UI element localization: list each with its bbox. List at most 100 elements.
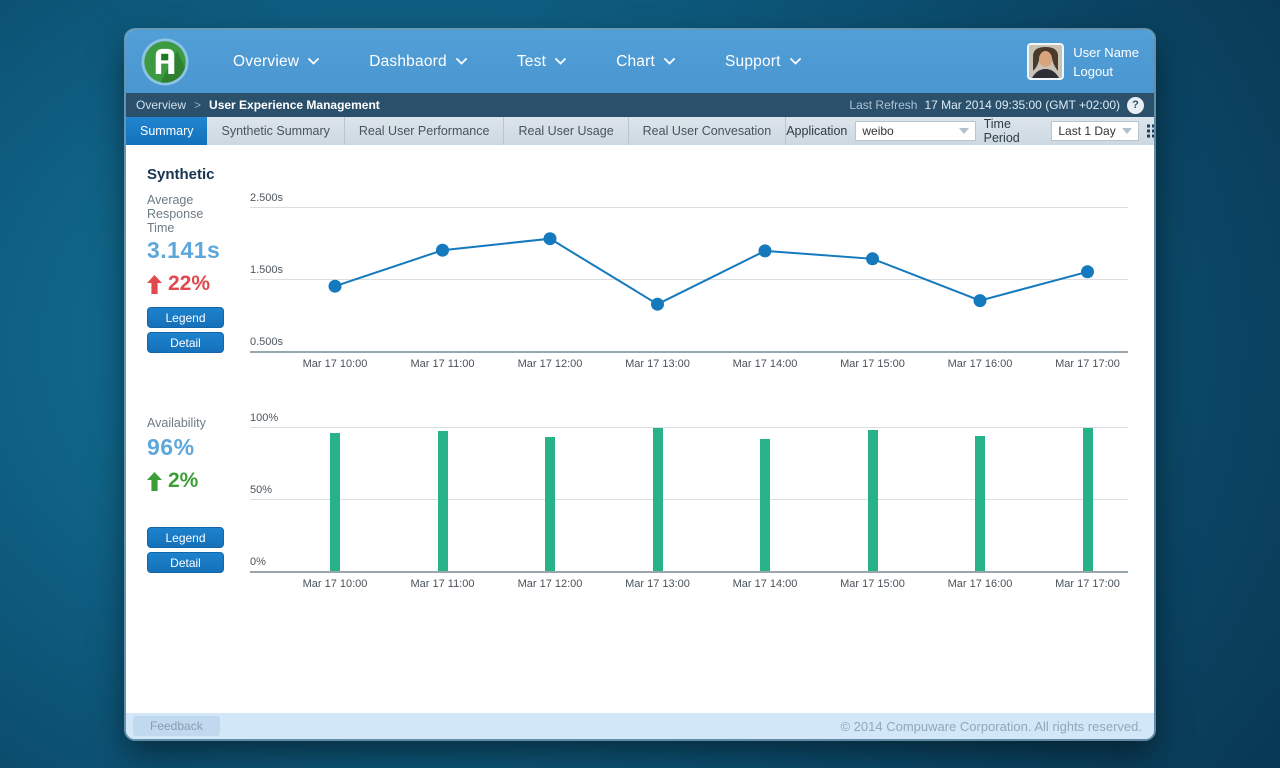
- data-point: [973, 294, 987, 308]
- breadcrumb-parent[interactable]: Overview: [136, 98, 187, 112]
- nav-item-dashbaord[interactable]: Dashbaord: [369, 53, 467, 71]
- nav-item-support[interactable]: Support: [725, 53, 801, 71]
- feedback-button[interactable]: Feedback: [133, 716, 220, 736]
- legend-button-availability[interactable]: Legend: [147, 527, 224, 548]
- nav-item-test[interactable]: Test: [517, 53, 566, 71]
- response-time-delta: 22%: [147, 272, 210, 296]
- copyright-text: © 2014 Compuware Corporation. All rights…: [840, 718, 1142, 734]
- x-axis-tick: Mar 17 15:00: [840, 578, 905, 590]
- chevron-down-icon: [958, 128, 969, 134]
- gridline: [250, 427, 1128, 428]
- data-point: [758, 244, 772, 258]
- tab-real-user-performance[interactable]: Real User Performance: [345, 117, 505, 145]
- bar: [652, 428, 663, 571]
- tabs: Summary Synthetic Summary Real User Perfor…: [126, 117, 787, 145]
- bar: [867, 429, 878, 571]
- x-axis-tick: Mar 17 10:00: [302, 578, 368, 590]
- legend-button-response[interactable]: Legend: [147, 307, 224, 328]
- application-value: weibo: [862, 124, 894, 138]
- x-axis-tick: Mar 17 12:00: [517, 358, 583, 370]
- y-axis-tick: 0%: [250, 556, 266, 568]
- bar: [1082, 428, 1093, 571]
- x-axis-tick: Mar 17 11:00: [410, 578, 475, 590]
- user-avatar[interactable]: [1027, 43, 1065, 80]
- x-axis-tick: Mar 17 11:00: [410, 358, 475, 370]
- y-axis-tick: 1.500s: [250, 264, 284, 276]
- nav-item-chart[interactable]: Chart: [616, 53, 675, 71]
- section-title: Synthetic: [147, 166, 215, 183]
- x-axis-tick: Mar 17 14:00: [732, 358, 798, 370]
- tab-real-user-usage[interactable]: Real User Usage: [504, 117, 629, 145]
- time-period-select[interactable]: Last 1 Day: [1051, 121, 1140, 141]
- arrow-up-icon: [147, 274, 162, 294]
- main-nav: Overview Dashbaord Test Chart Support: [233, 53, 801, 71]
- data-point: [543, 232, 557, 246]
- x-axis-tick: Mar 17 16:00: [947, 358, 1013, 370]
- bar: [760, 438, 770, 571]
- arrow-up-icon: [147, 471, 162, 491]
- gridline: [250, 571, 1128, 573]
- y-axis-tick: 0.500s: [250, 336, 284, 348]
- y-axis-tick: 2.500s: [250, 192, 284, 204]
- chevron-down-icon: [1122, 128, 1133, 134]
- gridline: [250, 279, 1128, 280]
- nav-item-label: Support: [724, 52, 781, 70]
- breadcrumb-current: User Experience Management: [209, 98, 380, 112]
- x-axis-tick: Mar 17 17:00: [1055, 578, 1120, 590]
- user-name: User Name: [1073, 44, 1139, 60]
- data-point: [1081, 265, 1094, 279]
- x-axis-tick: Mar 17 14:00: [732, 578, 798, 590]
- x-axis-tick: Mar 17 13:00: [625, 578, 690, 590]
- filters: Application weibo Time Period Last 1 Day: [786, 117, 1154, 145]
- line-series: [328, 232, 1094, 311]
- top-header: Overview Dashbaord Test Chart Support User N…: [126, 30, 1154, 93]
- list-menu-icon[interactable]: [1147, 121, 1154, 141]
- last-refresh-label: Last Refresh: [849, 98, 918, 112]
- x-axis-tick: Mar 17 12:00: [517, 578, 583, 590]
- breadcrumb-bar: Overview > User Experience Management La…: [126, 93, 1154, 117]
- last-refresh-value: 17 Mar 2014 09:35:00 (GMT +02:00): [924, 98, 1120, 112]
- detail-button-availability[interactable]: Detail: [147, 552, 224, 573]
- gridline: [250, 351, 1128, 353]
- tab-synthetic-summary[interactable]: Synthetic Summary: [207, 117, 345, 145]
- tab-bar: Summary Synthetic Summary Real User Perfor…: [126, 117, 1154, 145]
- y-axis-tick: 50%: [250, 484, 273, 496]
- help-icon[interactable]: ?: [1127, 96, 1144, 114]
- availability-label: Availability: [147, 416, 206, 430]
- bar: [330, 432, 340, 571]
- x-axis-tick: Mar 17 10:00: [302, 358, 368, 370]
- app-logo-icon[interactable]: [141, 38, 189, 86]
- time-period-value: Last 1 Day: [1058, 124, 1116, 138]
- availability-delta-value: 2%: [168, 469, 199, 492]
- response-time-chart: 2.500s 1.500s 0.500s Mar 17 10:00 Mar 17 11:…: [250, 190, 1128, 372]
- nav-item-label: Test: [516, 52, 547, 70]
- content-area: [126, 145, 1154, 713]
- nav-item-label: Chart: [616, 52, 655, 70]
- nav-item-label: Overview: [233, 52, 300, 70]
- bar: [437, 431, 448, 571]
- time-period-label: Time Period: [983, 117, 1020, 145]
- detail-button-response[interactable]: Detail: [147, 332, 224, 353]
- availability-value: 96%: [147, 434, 195, 460]
- data-point: [651, 297, 664, 311]
- application-label: Application: [786, 124, 848, 138]
- tab-real-user-convesation[interactable]: Real User Convesation: [629, 117, 787, 145]
- tab-summary[interactable]: Summary: [126, 117, 208, 145]
- response-time-label: Average Response Time: [147, 193, 204, 235]
- x-axis-tick: Mar 17 17:00: [1055, 358, 1120, 370]
- x-axis-tick: Mar 17 15:00: [840, 358, 905, 370]
- data-point: [436, 243, 449, 257]
- bar: [975, 435, 985, 571]
- gridline: [250, 499, 1128, 500]
- breadcrumb-separator: >: [194, 98, 202, 112]
- data-point: [866, 252, 879, 266]
- user-box: User Name Logout: [1027, 43, 1139, 81]
- data-point: [328, 279, 342, 293]
- application-select[interactable]: weibo: [855, 121, 976, 141]
- response-time-value: 3.141s: [147, 237, 221, 263]
- nav-item-overview[interactable]: Overview: [233, 52, 320, 71]
- logout-link[interactable]: Logout: [1073, 63, 1114, 79]
- gridline: [250, 207, 1128, 208]
- footer: Feedback © 2014 Compuware Corporation. A…: [126, 713, 1154, 739]
- x-axis-tick: Mar 17 13:00: [625, 358, 690, 370]
